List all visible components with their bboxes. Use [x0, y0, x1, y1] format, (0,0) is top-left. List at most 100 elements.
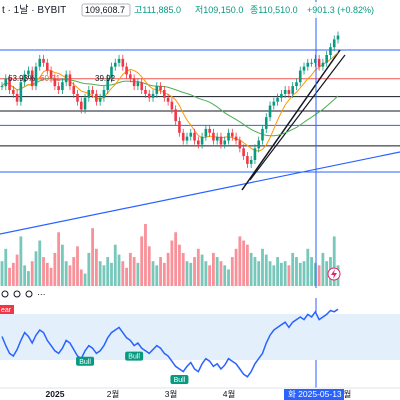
change-value: +901.3 (+0.82%) — [307, 5, 374, 15]
more-icon[interactable]: ⋯ — [37, 289, 46, 299]
volume-bar — [310, 257, 313, 286]
volume-bar — [147, 246, 151, 286]
volume-bar — [57, 232, 61, 286]
candle-body — [253, 148, 257, 160]
eye-icon[interactable] — [1, 290, 9, 298]
candle-body — [34, 66, 38, 87]
volume-bar — [204, 261, 208, 286]
volume-bar — [264, 254, 268, 286]
rsi-band — [0, 314, 400, 360]
time-tick-label: 6월 — [339, 389, 352, 399]
support-trendline — [241, 49, 341, 191]
volume-bar — [136, 262, 140, 286]
price-badge[interactable] — [81, 3, 131, 17]
volume-bar — [64, 261, 68, 286]
candle-body — [30, 70, 34, 87]
source-icon[interactable] — [25, 290, 33, 298]
candles — [0, 31, 340, 168]
volume-bar — [128, 252, 132, 286]
candle-body — [53, 78, 57, 87]
volume-bar — [287, 265, 291, 286]
candle-body — [280, 93, 283, 98]
trend-lines — [0, 49, 400, 235]
volume-bar — [68, 265, 72, 286]
crosshair-date-tag — [284, 389, 344, 400]
volume-bar — [8, 267, 11, 286]
volume-bar — [106, 257, 110, 286]
candle-body — [113, 62, 117, 67]
candle-body — [317, 58, 321, 67]
volume-bar — [0, 261, 4, 286]
close-value: 종110,510.0 — [250, 5, 298, 15]
volume-bar — [15, 254, 19, 286]
volume-bar — [155, 265, 159, 286]
volume-bar — [230, 257, 234, 286]
candle-body — [185, 136, 189, 141]
candle-body — [87, 90, 91, 98]
candle-body — [314, 58, 317, 63]
volume-bar — [253, 257, 257, 286]
volume-bar — [249, 252, 253, 286]
indicator-controls[interactable]: ⋯ — [1, 289, 46, 299]
candle-body — [19, 82, 23, 102]
candle-body — [181, 132, 185, 141]
candle-body — [208, 128, 211, 133]
time-tick-label: 2025 — [46, 389, 65, 399]
volume-bar — [317, 265, 321, 286]
candle-body — [170, 101, 174, 110]
time-tick-label: 3월 — [165, 389, 178, 399]
bull-signal — [125, 351, 144, 361]
candle-body — [61, 82, 64, 90]
candle-body — [79, 101, 83, 110]
candle-body — [197, 140, 200, 145]
volume-bar — [159, 257, 162, 286]
volume-bar — [219, 261, 223, 286]
candle-body — [306, 62, 310, 67]
volume-bar — [302, 261, 306, 286]
volume-bar — [268, 261, 272, 286]
candle-body — [140, 82, 143, 90]
time-tick-label: 2월 — [107, 389, 120, 399]
fib-label-2: 60.71 — [40, 74, 61, 83]
bull-signal — [170, 375, 189, 384]
crosshair-date-label: 화 2025-05-13 — [288, 389, 342, 399]
candle-body — [91, 90, 94, 94]
candle-body — [332, 39, 336, 48]
candle-body — [276, 97, 279, 102]
volume-bar — [306, 248, 310, 286]
candle-body — [155, 86, 159, 94]
volume-bar — [151, 261, 155, 286]
ma-line-long — [1, 78, 339, 137]
candle-body — [76, 93, 79, 102]
candle-body — [212, 132, 215, 141]
volume-bar — [313, 262, 317, 286]
volume-bars — [0, 224, 340, 286]
candle-body — [110, 66, 113, 79]
volume-bar — [94, 248, 98, 286]
candle-body — [246, 156, 249, 164]
volume-bar — [332, 236, 336, 286]
volume-bar — [223, 265, 227, 286]
volume-bar — [87, 252, 91, 286]
volume-bar — [242, 240, 246, 286]
candle-body — [147, 93, 151, 98]
support-trendline-2 — [249, 54, 346, 181]
candle-body — [12, 90, 15, 94]
volume-bar — [325, 261, 329, 286]
volume-bar — [283, 261, 287, 286]
volume-bar — [193, 257, 196, 286]
candle-body — [261, 128, 264, 141]
candle-body — [42, 58, 45, 63]
volume-bar — [102, 265, 106, 286]
candle-body — [219, 136, 223, 145]
time-tick-label: 4월 — [223, 389, 236, 399]
volume-bar — [113, 244, 117, 286]
volume-bar — [45, 262, 49, 286]
candle-body — [166, 97, 170, 102]
candle-body — [106, 78, 110, 90]
volume-bar — [276, 257, 279, 286]
volume-bar — [4, 248, 8, 286]
lightning-icon[interactable] — [327, 267, 341, 281]
settings-icon[interactable] — [13, 290, 21, 298]
